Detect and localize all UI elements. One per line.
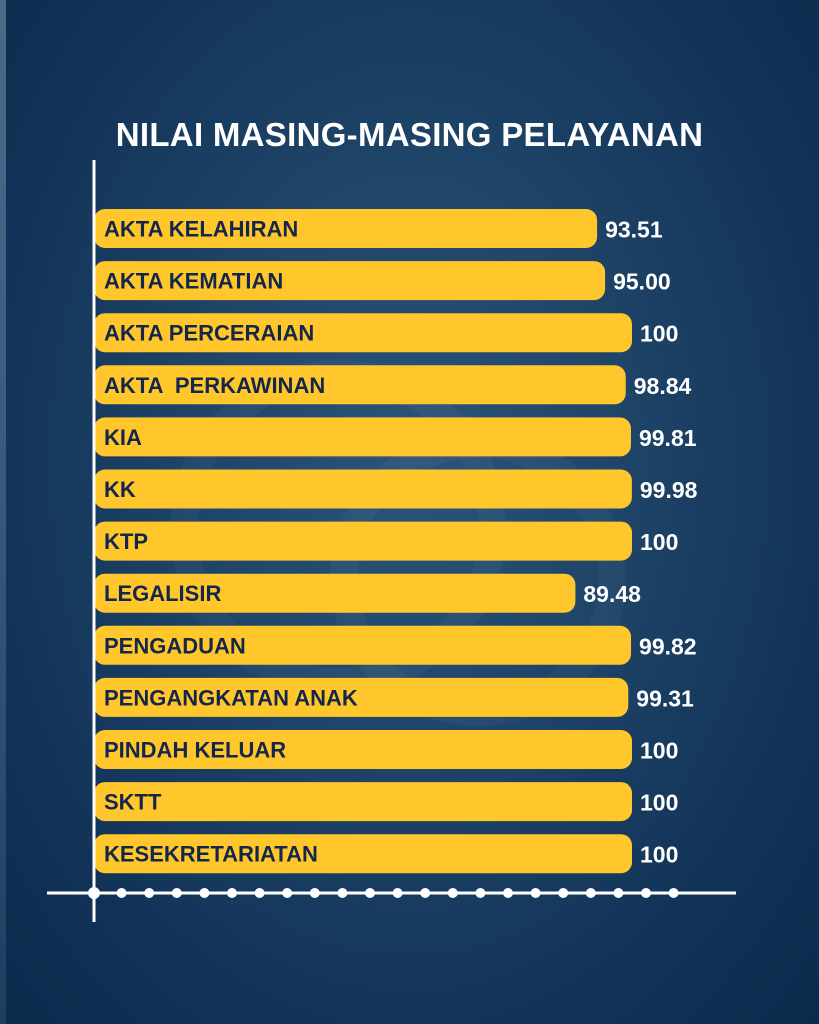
bar-category-label: AKTA KEMATIAN — [104, 269, 283, 294]
axis-dot — [447, 888, 458, 898]
axis-dot — [420, 888, 431, 898]
bar-category-label: SKTT — [104, 790, 162, 815]
bar-value-label: 100 — [640, 842, 678, 868]
axis-dot — [530, 888, 541, 898]
bar — [94, 469, 632, 509]
axis-dot — [171, 888, 182, 898]
bar-category-label: KTP — [104, 529, 148, 554]
bar — [94, 521, 632, 561]
axis-dot — [227, 888, 237, 898]
bar-value-label: 99.81 — [639, 425, 697, 451]
axis-dot — [88, 887, 100, 899]
bar — [94, 365, 626, 405]
axis-dot — [254, 888, 265, 898]
bar-category-label: KK — [104, 477, 136, 502]
bar-value-label: 100 — [640, 529, 678, 555]
axis-dot — [558, 888, 569, 898]
bar-category-label: PINDAH KELUAR — [104, 738, 286, 763]
axis-dot — [199, 888, 210, 898]
bar-category-label: AKTA KELAHIRAN — [104, 217, 298, 242]
axis-dot — [309, 888, 320, 898]
bar — [94, 573, 576, 613]
axis-dot — [337, 888, 348, 898]
chart-title: NILAI MASING-MASING PELAYANAN — [115, 116, 704, 153]
bar-value-label: 93.51 — [605, 217, 663, 243]
bar-category-label: PENGADUAN — [104, 633, 246, 658]
bar-value-label: 98.84 — [634, 373, 692, 399]
bar-category-label: KIA — [104, 425, 142, 450]
bar-value-label: 99.82 — [639, 633, 697, 659]
bar — [94, 782, 632, 822]
axis-dots-layer — [88, 887, 679, 899]
bar-value-label: 99.98 — [640, 477, 698, 503]
bar — [94, 209, 598, 248]
bar — [94, 730, 632, 769]
bar-value-label: 100 — [640, 738, 678, 764]
bar-value-label: 89.48 — [583, 581, 641, 607]
bar — [94, 417, 631, 457]
bar — [94, 261, 606, 301]
bar-value-label: 95.00 — [613, 269, 671, 295]
axis-dot — [282, 888, 293, 898]
axis-dot — [503, 888, 513, 898]
bar — [94, 313, 632, 353]
left-edge-strip — [0, 0, 6, 1024]
bar-category-label: LEGALISIR — [104, 581, 221, 606]
bars-layer: AKTA KELAHIRAN 93.51 AKTA KEMATIAN 95.00 AKT… — [94, 209, 698, 874]
bar-category-label: KESEKRETARIATAN — [104, 842, 318, 867]
axis-dot — [144, 888, 155, 898]
axis-dot — [392, 888, 403, 898]
axis-dot — [641, 888, 651, 898]
bar-value-label: 99.31 — [636, 685, 694, 711]
bar — [94, 677, 629, 717]
bar-value-label: 100 — [640, 321, 678, 347]
axis-dot — [116, 888, 127, 898]
axis-dot — [585, 888, 596, 898]
bar-category-label: AKTA PERKAWINAN — [104, 373, 325, 398]
axis-dot — [613, 888, 624, 898]
bar — [94, 625, 632, 665]
axis-dot — [475, 888, 486, 898]
axis-dot — [365, 888, 375, 898]
bar-category-label: AKTA PERCERAIAN — [104, 321, 314, 346]
bar-value-label: 100 — [640, 790, 678, 816]
axis-dot — [668, 888, 679, 898]
bar — [94, 834, 632, 874]
bar-category-label: PENGANGKATAN ANAK — [104, 685, 358, 710]
